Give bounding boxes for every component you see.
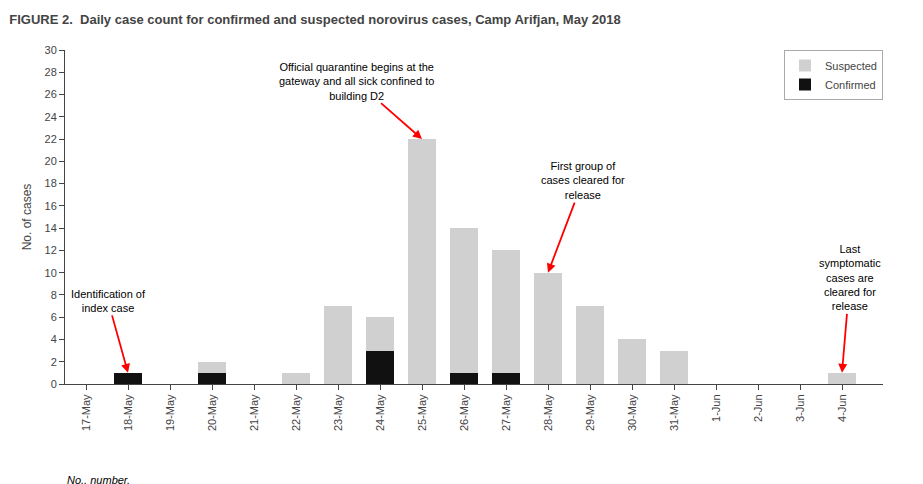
svg-text:24: 24 xyxy=(45,111,57,123)
svg-text:0: 0 xyxy=(51,378,57,390)
svg-text:12: 12 xyxy=(45,244,57,256)
svg-text:27-May: 27-May xyxy=(500,394,512,431)
svg-text:21-May: 21-May xyxy=(248,394,260,431)
svg-text:18: 18 xyxy=(45,177,57,189)
svg-text:No. of cases: No. of cases xyxy=(20,184,34,251)
svg-text:18-May: 18-May xyxy=(122,394,134,431)
svg-text:No., number.: No., number. xyxy=(67,474,130,484)
svg-text:26-May: 26-May xyxy=(458,394,470,431)
svg-text:Confirmed: Confirmed xyxy=(825,79,876,91)
svg-text:28-May: 28-May xyxy=(542,394,554,431)
svg-text:19-May: 19-May xyxy=(164,394,176,431)
svg-text:2-Jun: 2-Jun xyxy=(752,394,764,422)
svg-text:Suspected: Suspected xyxy=(825,60,877,72)
svg-text:23-May: 23-May xyxy=(332,394,344,431)
svg-text:1-Jun: 1-Jun xyxy=(710,394,722,422)
svg-text:FIGURE 2. Daily case count fo: FIGURE 2. Daily case count for confirmed… xyxy=(9,12,620,27)
svg-text:30: 30 xyxy=(45,44,57,56)
svg-text:20: 20 xyxy=(45,155,57,167)
svg-text:29-May: 29-May xyxy=(584,394,596,431)
svg-text:25-May: 25-May xyxy=(416,394,428,431)
svg-text:20-May: 20-May xyxy=(206,394,218,431)
svg-text:14: 14 xyxy=(45,222,57,234)
svg-text:4: 4 xyxy=(51,333,57,345)
svg-text:28: 28 xyxy=(45,66,57,78)
svg-text:Official quarantine begins at: Official quarantine begins at thegateway… xyxy=(279,61,434,102)
svg-text:26: 26 xyxy=(45,88,57,100)
svg-text:10: 10 xyxy=(45,267,57,279)
svg-text:16: 16 xyxy=(45,200,57,212)
svg-text:17-May: 17-May xyxy=(80,394,92,431)
svg-text:2: 2 xyxy=(51,356,57,368)
svg-text:3-Jun: 3-Jun xyxy=(794,394,806,422)
svg-text:8: 8 xyxy=(51,289,57,301)
svg-text:22-May: 22-May xyxy=(290,394,302,431)
svg-text:22: 22 xyxy=(45,133,57,145)
svg-text:Lastsymptomaticcases arecleare: Lastsymptomaticcases arecleared forrelea… xyxy=(819,243,881,312)
svg-text:31-May: 31-May xyxy=(668,394,680,431)
svg-text:First group ofcases cleared fo: First group ofcases cleared forrelease xyxy=(541,160,625,201)
svg-text:24-May: 24-May xyxy=(374,394,386,431)
svg-text:6: 6 xyxy=(51,311,57,323)
svg-text:Identification ofindex case: Identification ofindex case xyxy=(71,288,146,314)
svg-text:4-Jun: 4-Jun xyxy=(836,394,848,422)
svg-text:30-May: 30-May xyxy=(626,394,638,431)
